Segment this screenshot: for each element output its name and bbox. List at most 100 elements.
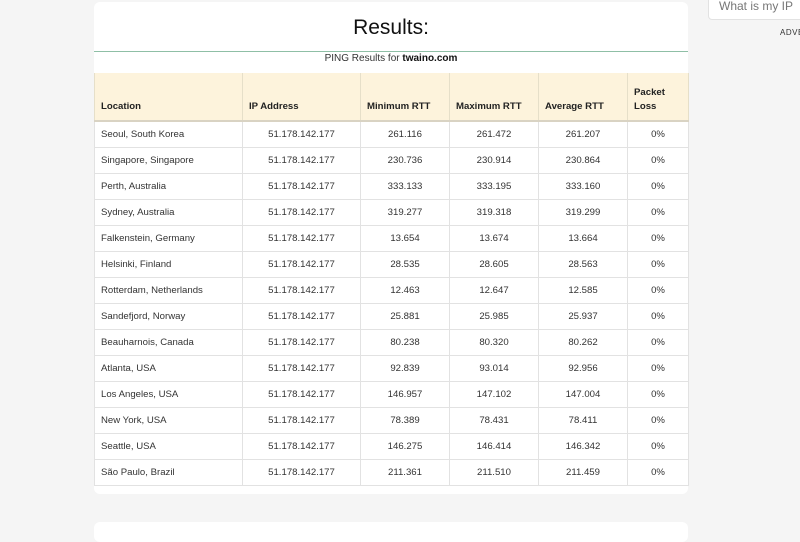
cell-ip: 51.178.142.177 <box>242 277 361 304</box>
cell-location: Seattle, USA <box>94 433 243 460</box>
cell-max-rtt: 93.014 <box>449 355 539 382</box>
table-row: Atlanta, USA 51.178.142.177 92.839 93.01… <box>94 355 689 382</box>
cell-packet-loss: 0% <box>627 381 689 408</box>
header-ip-address: IP Address <box>242 73 361 122</box>
cell-packet-loss: 0% <box>627 173 689 200</box>
cell-packet-loss: 0% <box>627 433 689 460</box>
cell-max-rtt: 261.472 <box>449 121 539 148</box>
cell-packet-loss: 0% <box>627 251 689 278</box>
cell-max-rtt: 230.914 <box>449 147 539 174</box>
cell-avg-rtt: 230.864 <box>538 147 628 174</box>
table-row: São Paulo, Brazil 51.178.142.177 211.361… <box>94 459 689 486</box>
cell-ip: 51.178.142.177 <box>242 433 361 460</box>
cell-max-rtt: 319.318 <box>449 199 539 226</box>
cell-min-rtt: 13.654 <box>360 225 450 252</box>
results-subtitle: PING Results for twaino.com <box>94 53 688 64</box>
cell-max-rtt: 80.320 <box>449 329 539 356</box>
cell-packet-loss: 0% <box>627 329 689 356</box>
cell-location: Falkenstein, Germany <box>94 225 243 252</box>
cell-min-rtt: 78.389 <box>360 407 450 434</box>
table-row: Helsinki, Finland 51.178.142.177 28.535 … <box>94 251 689 278</box>
results-card: Results: PING Results for twaino.com Loc… <box>94 2 689 494</box>
cell-min-rtt: 92.839 <box>360 355 450 382</box>
cell-min-rtt: 25.881 <box>360 303 450 330</box>
table-row: Los Angeles, USA 51.178.142.177 146.957 … <box>94 381 689 408</box>
table-header-row: Location IP Address Minimum RTT Maximum … <box>94 73 689 122</box>
cell-location: Singapore, Singapore <box>94 147 243 174</box>
cell-min-rtt: 146.275 <box>360 433 450 460</box>
cell-min-rtt: 146.957 <box>360 381 450 408</box>
cell-location: Atlanta, USA <box>94 355 243 382</box>
cell-packet-loss: 0% <box>627 225 689 252</box>
cell-ip: 51.178.142.177 <box>242 251 361 278</box>
cell-avg-rtt: 13.664 <box>538 225 628 252</box>
ping-results-table: Location IP Address Minimum RTT Maximum … <box>94 73 689 486</box>
cell-packet-loss: 0% <box>627 303 689 330</box>
cell-avg-rtt: 80.262 <box>538 329 628 356</box>
cell-packet-loss: 0% <box>627 355 689 382</box>
cell-avg-rtt: 261.207 <box>538 121 628 148</box>
cell-location: New York, USA <box>94 407 243 434</box>
cell-avg-rtt: 146.342 <box>538 433 628 460</box>
subtitle-prefix: PING Results for <box>324 53 400 64</box>
table-row: Sandefjord, Norway 51.178.142.177 25.881… <box>94 303 689 330</box>
cell-ip: 51.178.142.177 <box>242 459 361 486</box>
cell-max-rtt: 28.605 <box>449 251 539 278</box>
cell-location: São Paulo, Brazil <box>94 459 243 486</box>
cell-min-rtt: 261.116 <box>360 121 450 148</box>
cell-avg-rtt: 319.299 <box>538 199 628 226</box>
cell-location: Rotterdam, Netherlands <box>94 277 243 304</box>
cell-avg-rtt: 25.937 <box>538 303 628 330</box>
cell-max-rtt: 146.414 <box>449 433 539 460</box>
title-divider <box>94 51 688 52</box>
cell-min-rtt: 211.361 <box>360 459 450 486</box>
cell-max-rtt: 78.431 <box>449 407 539 434</box>
table-row: Sydney, Australia 51.178.142.177 319.277… <box>94 199 689 226</box>
cell-location: Beauharnois, Canada <box>94 329 243 356</box>
cell-location: Sydney, Australia <box>94 199 243 226</box>
header-average-rtt: Average RTT <box>538 73 628 122</box>
cell-ip: 51.178.142.177 <box>242 407 361 434</box>
cell-ip: 51.178.142.177 <box>242 381 361 408</box>
cell-location: Seoul, South Korea <box>94 121 243 148</box>
cell-avg-rtt: 211.459 <box>538 459 628 486</box>
header-location: Location <box>94 73 243 122</box>
table-row: Seoul, South Korea 51.178.142.177 261.11… <box>94 121 689 148</box>
cell-max-rtt: 147.102 <box>449 381 539 408</box>
cell-ip: 51.178.142.177 <box>242 147 361 174</box>
cell-max-rtt: 13.674 <box>449 225 539 252</box>
cell-location: Perth, Australia <box>94 173 243 200</box>
cell-max-rtt: 12.647 <box>449 277 539 304</box>
cell-avg-rtt: 12.585 <box>538 277 628 304</box>
table-row: Falkenstein, Germany 51.178.142.177 13.6… <box>94 225 689 252</box>
cell-min-rtt: 333.133 <box>360 173 450 200</box>
cell-ip: 51.178.142.177 <box>242 329 361 356</box>
cell-avg-rtt: 92.956 <box>538 355 628 382</box>
table-row: New York, USA 51.178.142.177 78.389 78.4… <box>94 407 689 434</box>
cell-packet-loss: 0% <box>627 199 689 226</box>
cell-min-rtt: 12.463 <box>360 277 450 304</box>
cell-min-rtt: 230.736 <box>360 147 450 174</box>
cell-ip: 51.178.142.177 <box>242 121 361 148</box>
cell-min-rtt: 80.238 <box>360 329 450 356</box>
cell-max-rtt: 211.510 <box>449 459 539 486</box>
cell-avg-rtt: 78.411 <box>538 407 628 434</box>
cell-packet-loss: 0% <box>627 277 689 304</box>
results-title: Results: <box>353 16 429 39</box>
cell-packet-loss: 0% <box>627 121 689 148</box>
header-maximum-rtt: Maximum RTT <box>449 73 539 122</box>
cell-ip: 51.178.142.177 <box>242 355 361 382</box>
table-row: Seattle, USA 51.178.142.177 146.275 146.… <box>94 433 689 460</box>
cell-ip: 51.178.142.177 <box>242 173 361 200</box>
what-is-my-ip-search-input[interactable]: What is my IP <box>708 0 800 20</box>
target-domain: twaino.com <box>402 53 458 64</box>
cell-min-rtt: 319.277 <box>360 199 450 226</box>
header-minimum-rtt: Minimum RTT <box>360 73 450 122</box>
table-row: Rotterdam, Netherlands 51.178.142.177 12… <box>94 277 689 304</box>
cell-avg-rtt: 147.004 <box>538 381 628 408</box>
table-row: Singapore, Singapore 51.178.142.177 230.… <box>94 147 689 174</box>
cell-avg-rtt: 28.563 <box>538 251 628 278</box>
cell-max-rtt: 333.195 <box>449 173 539 200</box>
next-section-card <box>94 522 688 542</box>
cell-location: Los Angeles, USA <box>94 381 243 408</box>
